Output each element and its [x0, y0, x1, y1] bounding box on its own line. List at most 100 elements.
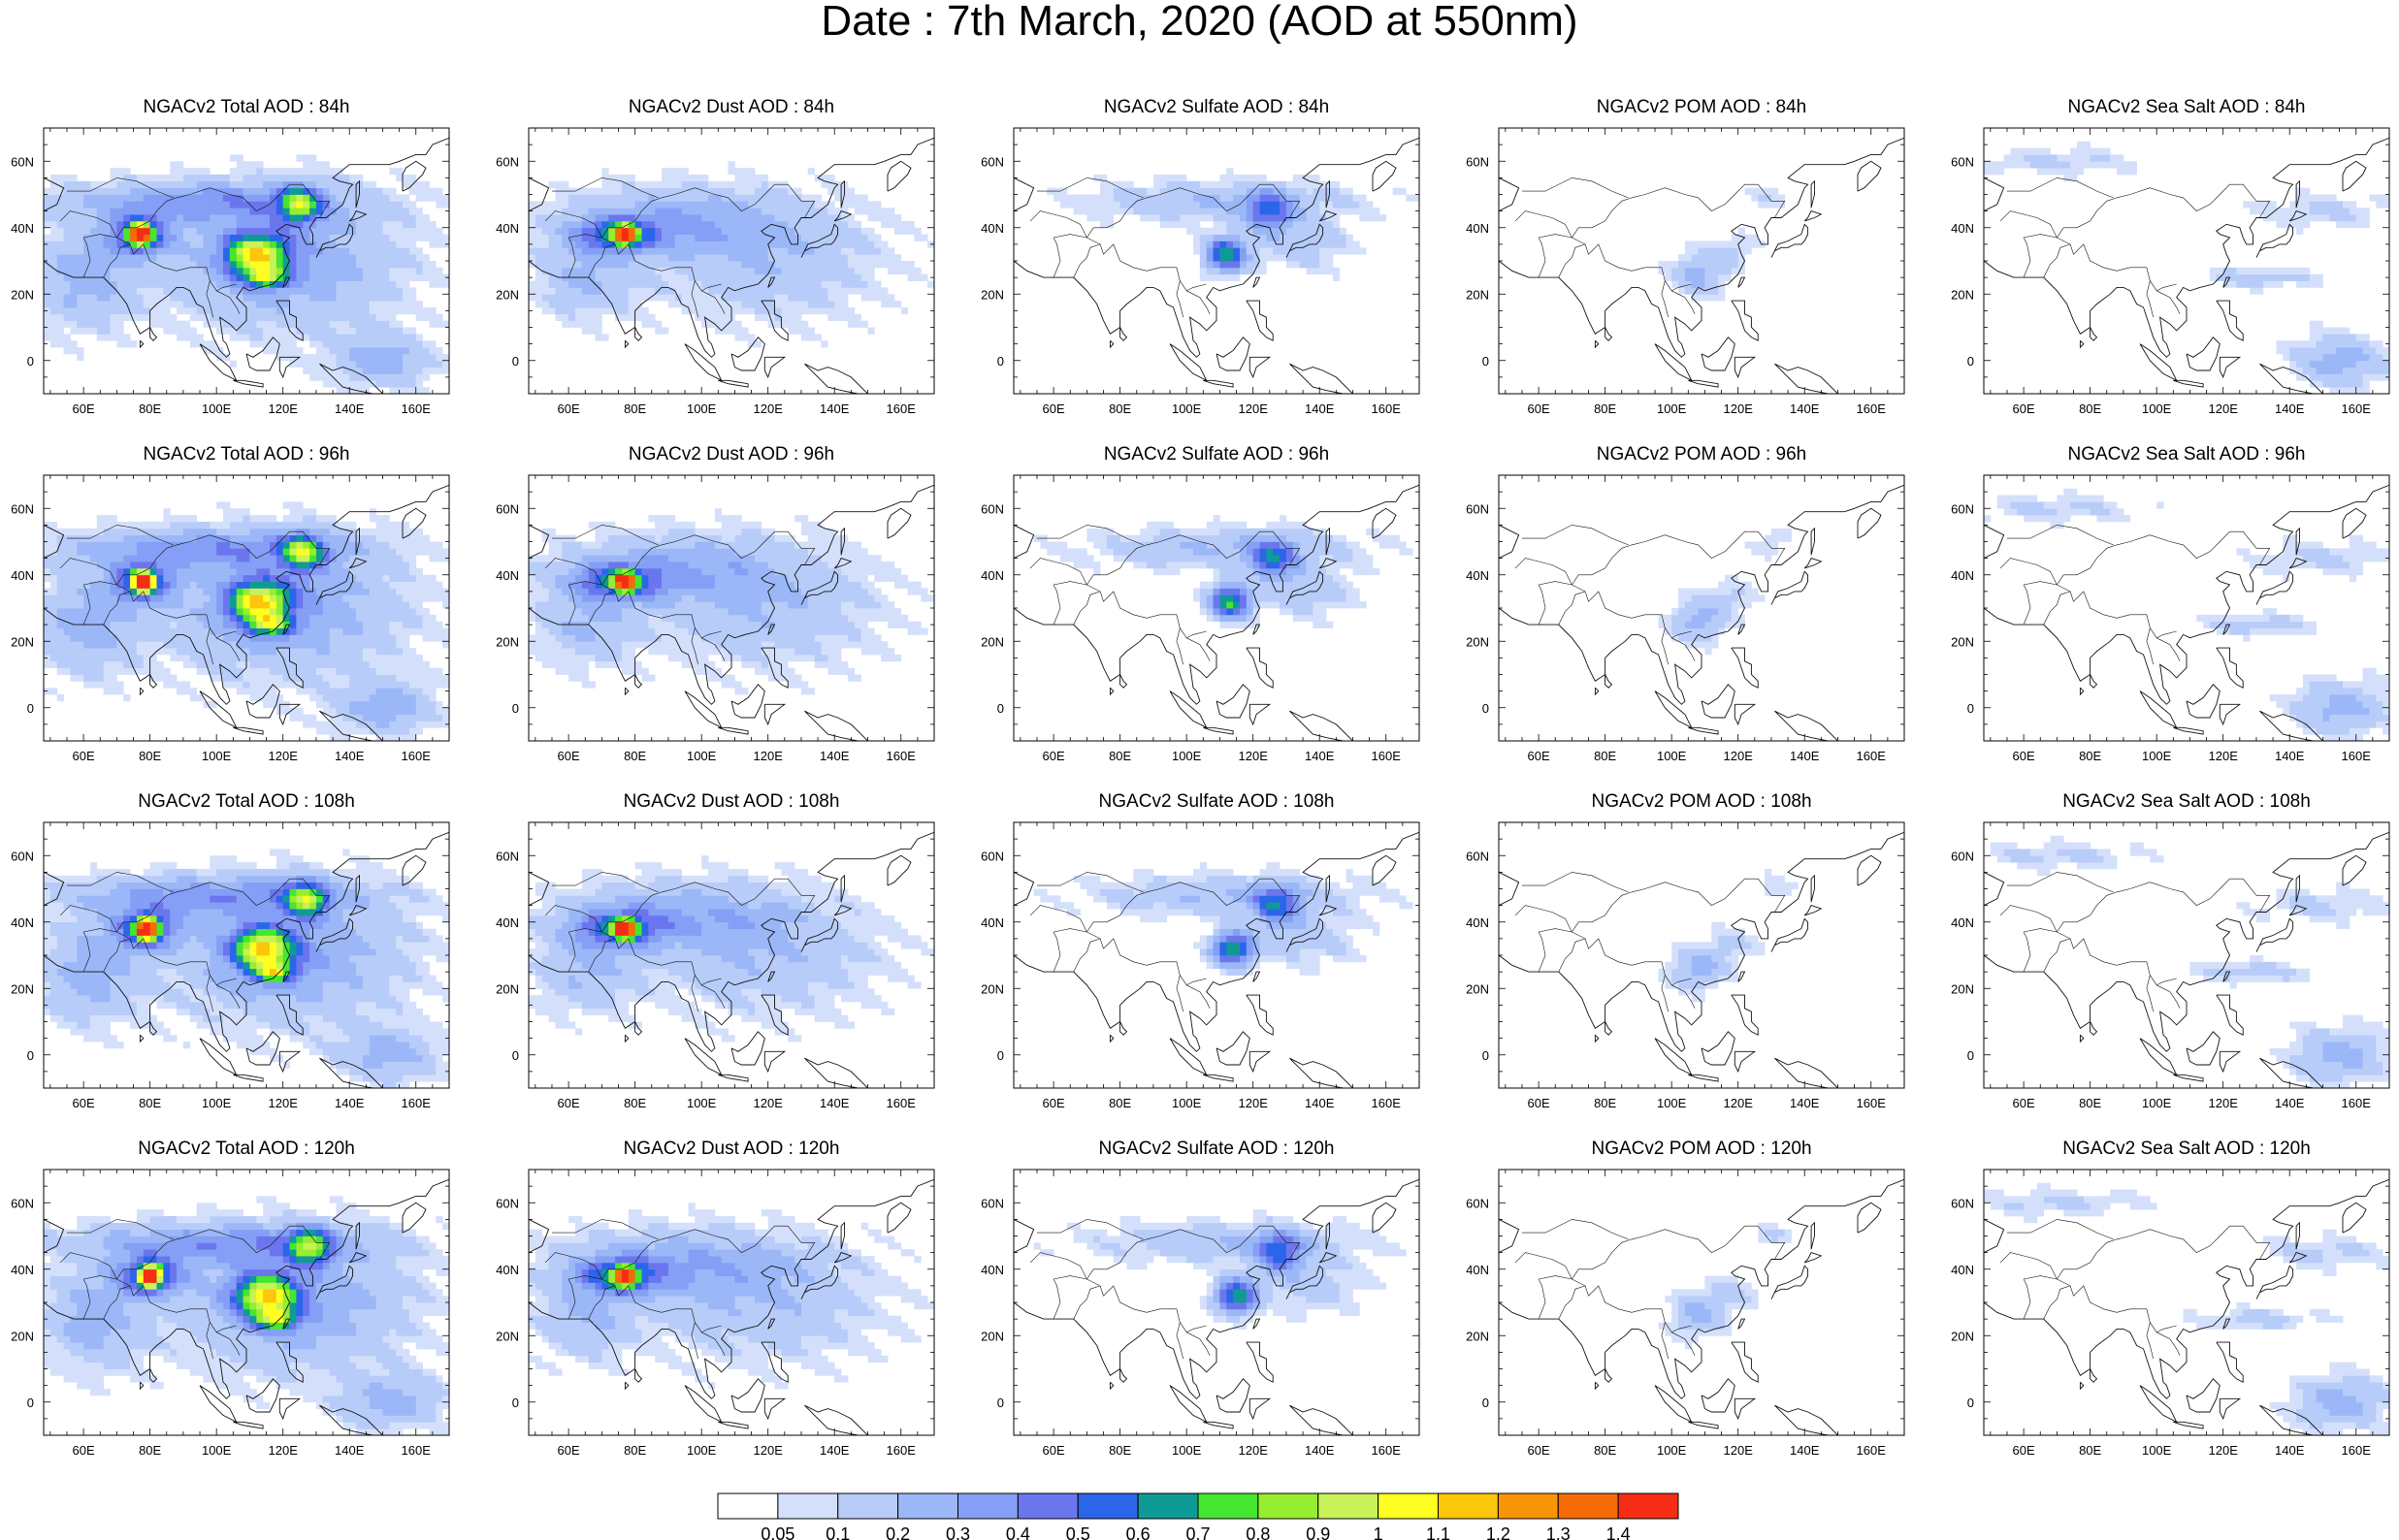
aod-cell	[49, 534, 58, 542]
aod-cell	[289, 273, 297, 281]
aod-cell	[210, 648, 217, 656]
aod-cell	[541, 273, 549, 281]
aod-cell	[595, 214, 602, 222]
aod-cell	[216, 641, 224, 649]
aod-cell	[296, 220, 304, 229]
aod-cell	[49, 306, 58, 315]
aod-cell	[655, 247, 663, 255]
aod-cell	[44, 574, 51, 582]
aod-cell	[296, 154, 304, 162]
aod-cell	[2289, 340, 2297, 348]
aod-cell	[382, 380, 390, 388]
aod-cell	[1698, 261, 1705, 269]
aod-cell	[289, 267, 297, 275]
aod-cell	[1711, 267, 1719, 275]
aod-cell	[2276, 214, 2284, 222]
aod-cell	[1219, 220, 1227, 229]
aod-cell	[110, 320, 117, 328]
aod-cell	[1345, 241, 1353, 248]
aod-cell	[356, 327, 364, 335]
aod-cell	[229, 187, 238, 195]
aod-cell	[1186, 201, 1194, 209]
aod-cell	[89, 313, 98, 322]
aod-cell	[761, 180, 769, 189]
aod-cell	[329, 347, 337, 355]
aod-cell	[854, 267, 862, 275]
x-tick-label: 160E	[1372, 401, 1402, 416]
aod-cell	[236, 294, 243, 302]
aod-cell	[103, 313, 111, 322]
aod-cell	[562, 227, 569, 235]
aod-cell	[688, 294, 696, 302]
aod-cell	[70, 327, 78, 335]
aod-cell	[223, 327, 231, 335]
aod-cell	[249, 306, 257, 315]
aod-cell	[422, 187, 430, 195]
aod-cell	[116, 241, 124, 248]
aod-cell	[342, 180, 350, 189]
aod-cell	[807, 327, 816, 335]
aod-cell	[216, 627, 224, 635]
aod-cell	[375, 301, 383, 308]
aod-cell	[177, 334, 184, 341]
aod-cell	[203, 548, 211, 556]
aod-cell	[210, 241, 217, 248]
aod-cell	[110, 301, 117, 308]
aod-cell	[1332, 234, 1341, 241]
aod-cell	[695, 187, 702, 195]
aod-cell	[182, 548, 191, 556]
aod-cell	[256, 234, 264, 241]
aod-cell	[256, 301, 264, 308]
aod-cell	[874, 287, 882, 295]
aod-cell	[1206, 247, 1214, 255]
aod-cell	[210, 340, 217, 348]
aod-cell	[422, 214, 430, 222]
aod-cell	[83, 648, 91, 656]
aod-cell	[408, 227, 417, 235]
aod-cell	[562, 320, 569, 328]
aod-cell	[356, 380, 364, 388]
aod-cell	[834, 313, 842, 322]
aod-cell	[1106, 214, 1115, 222]
aod-cell	[1678, 254, 1686, 262]
aod-cell	[788, 227, 795, 235]
aod-cell	[1313, 201, 1320, 209]
aod-cell	[595, 247, 602, 255]
aod-cell	[382, 301, 390, 308]
aod-cell	[681, 227, 689, 235]
aod-cell	[382, 208, 390, 215]
aod-cell	[163, 648, 171, 656]
aod-cell	[688, 201, 696, 209]
aod-cell	[2316, 327, 2323, 335]
aod-cell	[116, 688, 124, 695]
aod-cell	[1219, 247, 1227, 255]
aod-cell	[854, 227, 862, 235]
aod-cell	[568, 201, 576, 209]
aod-cell	[196, 201, 204, 209]
aod-cell	[1199, 201, 1208, 209]
aod-cell	[900, 220, 908, 229]
aod-cell	[874, 234, 882, 241]
aod-cell	[721, 227, 729, 235]
aod-cell	[96, 601, 105, 609]
aod-cell	[229, 574, 238, 582]
aod-cell	[70, 528, 78, 536]
aod-cell	[721, 267, 729, 275]
aod-cell	[203, 700, 211, 709]
aod-cell	[196, 581, 204, 589]
aod-cell	[821, 306, 828, 315]
aod-cell	[1126, 208, 1134, 215]
aod-cell	[648, 180, 656, 189]
aod-cell	[149, 534, 157, 542]
aod-cell	[375, 327, 383, 335]
aod-cell	[216, 220, 224, 229]
aod-cell	[914, 273, 922, 281]
coastline	[1984, 137, 2389, 358]
aod-cell	[1166, 194, 1174, 202]
coastline	[2186, 337, 2221, 371]
aod-cell	[1239, 261, 1248, 269]
aod-cell	[130, 641, 138, 649]
aod-cell	[396, 301, 404, 308]
aod-cell	[322, 380, 331, 388]
aod-cell	[256, 287, 264, 295]
